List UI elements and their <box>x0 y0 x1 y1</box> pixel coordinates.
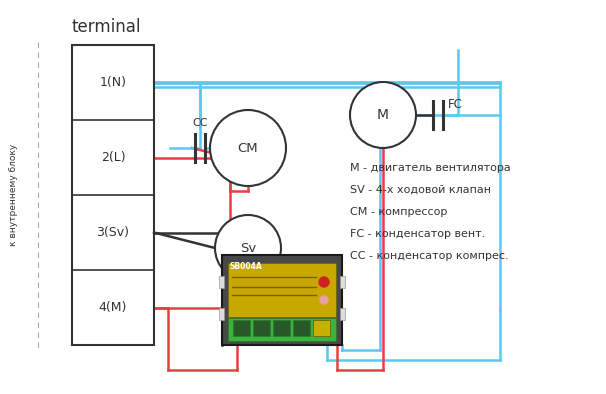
Bar <box>228 263 336 317</box>
Bar <box>273 320 290 336</box>
Bar <box>293 320 310 336</box>
Bar <box>253 320 270 336</box>
Text: CC: CC <box>192 118 208 128</box>
Text: terminal: terminal <box>72 18 141 36</box>
Circle shape <box>215 215 281 281</box>
Text: 4(M): 4(M) <box>99 301 127 314</box>
Bar <box>340 307 345 320</box>
Text: SB004A: SB004A <box>230 262 263 271</box>
Text: FC - конденсатор вент.: FC - конденсатор вент. <box>350 229 485 239</box>
Bar <box>313 320 330 336</box>
Text: к внутреннему блоку: к внутреннему блоку <box>10 144 19 246</box>
Text: CM - компрессор: CM - компрессор <box>350 207 447 217</box>
Circle shape <box>350 82 416 148</box>
Text: 3(Sv): 3(Sv) <box>96 226 130 239</box>
Text: CM: CM <box>238 141 258 154</box>
Text: SV - 4-х ходовой клапан: SV - 4-х ходовой клапан <box>350 185 491 195</box>
Bar <box>219 276 224 288</box>
Text: M - двигатель вентилятора: M - двигатель вентилятора <box>350 163 511 173</box>
Bar <box>233 320 250 336</box>
Circle shape <box>210 110 286 186</box>
Text: 2(L): 2(L) <box>101 151 125 164</box>
Bar <box>228 318 336 341</box>
Text: FC: FC <box>448 98 463 111</box>
Bar <box>340 276 345 288</box>
Text: CC - конденсатор компрес.: CC - конденсатор компрес. <box>350 251 508 261</box>
Bar <box>219 307 224 320</box>
Text: 1(N): 1(N) <box>99 76 127 89</box>
Text: Sv: Sv <box>240 242 256 255</box>
Circle shape <box>320 296 328 304</box>
Bar <box>313 320 330 336</box>
Circle shape <box>319 277 329 287</box>
Bar <box>222 255 342 345</box>
Bar <box>72 45 154 345</box>
Text: M: M <box>377 108 389 122</box>
